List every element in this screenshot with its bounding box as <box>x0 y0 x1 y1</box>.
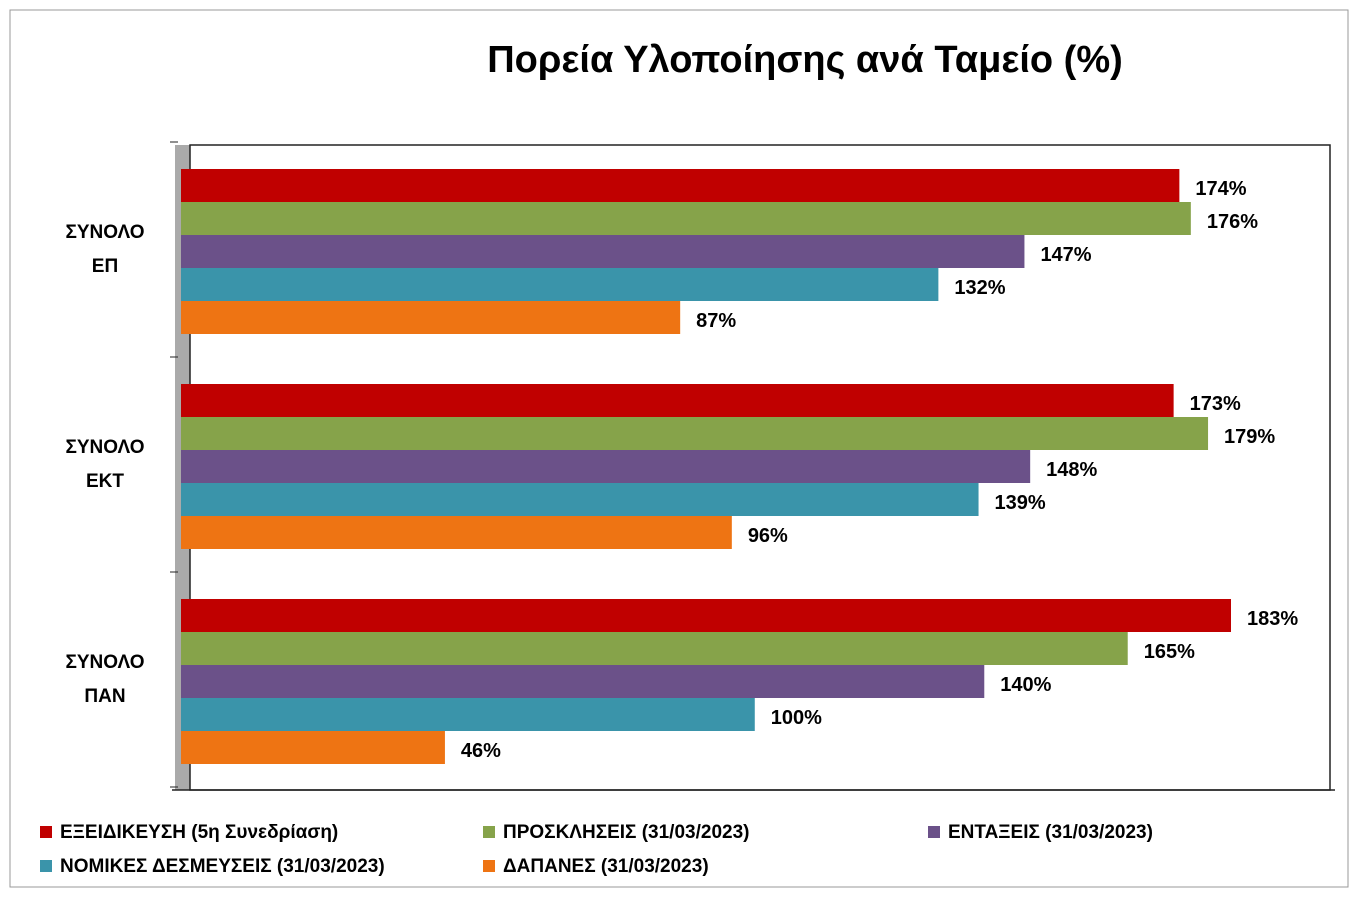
data-label: 165% <box>1144 641 1195 663</box>
category-label: ΣΥΝΟΛΟ ΕΚΤ <box>65 436 145 492</box>
bar <box>181 698 755 731</box>
data-label: 174% <box>1195 178 1246 200</box>
bar <box>181 235 1025 268</box>
chart-title: Πορεία Υλοποίησης ανά Ταμείο (%) <box>487 39 1123 81</box>
data-label: 148% <box>1046 459 1097 481</box>
legend-swatch <box>483 826 495 838</box>
category-label: ΣΥΝΟΛΟ ΕΠ <box>65 221 145 277</box>
bar <box>181 599 1231 632</box>
legend-swatch <box>40 826 52 838</box>
legend-label: ΕΞΕΙΔΙΚΕΥΣΗ (5η Συνεδρίαση) <box>60 822 338 843</box>
bar <box>181 169 1180 202</box>
bar <box>181 417 1209 450</box>
data-label: 46% <box>461 740 501 762</box>
bar <box>181 483 979 516</box>
data-label: 173% <box>1190 393 1241 415</box>
bar <box>181 384 1174 417</box>
data-label: 147% <box>1040 244 1091 266</box>
bar <box>181 731 445 764</box>
category-label: ΣΥΝΟΛΟ ΠΑΝ <box>65 651 145 707</box>
bar <box>181 665 985 698</box>
data-label: 139% <box>995 492 1046 514</box>
bar <box>181 516 732 549</box>
data-label: 140% <box>1000 674 1051 696</box>
legend-swatch <box>483 860 495 872</box>
data-label: 176% <box>1207 211 1258 233</box>
legend-swatch <box>40 860 52 872</box>
legend-swatch <box>928 826 940 838</box>
legend-label: ΠΡΟΣΚΛΗΣΕΙΣ (31/03/2023) <box>503 822 749 843</box>
data-label: 183% <box>1247 608 1298 630</box>
legend-label: ΔΑΠΑΝΕΣ (31/03/2023) <box>503 856 709 877</box>
bar <box>181 301 681 334</box>
data-label: 87% <box>696 310 736 332</box>
data-label: 100% <box>771 707 822 729</box>
data-label: 96% <box>748 525 788 547</box>
bar <box>181 632 1128 665</box>
data-label: 132% <box>954 277 1005 299</box>
legend-label: ΕΝΤΑΞΕΙΣ (31/03/2023) <box>948 822 1153 843</box>
data-label: 179% <box>1224 426 1275 448</box>
bar <box>181 268 939 301</box>
bar <box>181 450 1031 483</box>
bar <box>181 202 1191 235</box>
legend-label: ΝΟΜΙΚΕΣ ΔΕΣΜΕΥΣΕΙΣ (31/03/2023) <box>60 856 385 877</box>
